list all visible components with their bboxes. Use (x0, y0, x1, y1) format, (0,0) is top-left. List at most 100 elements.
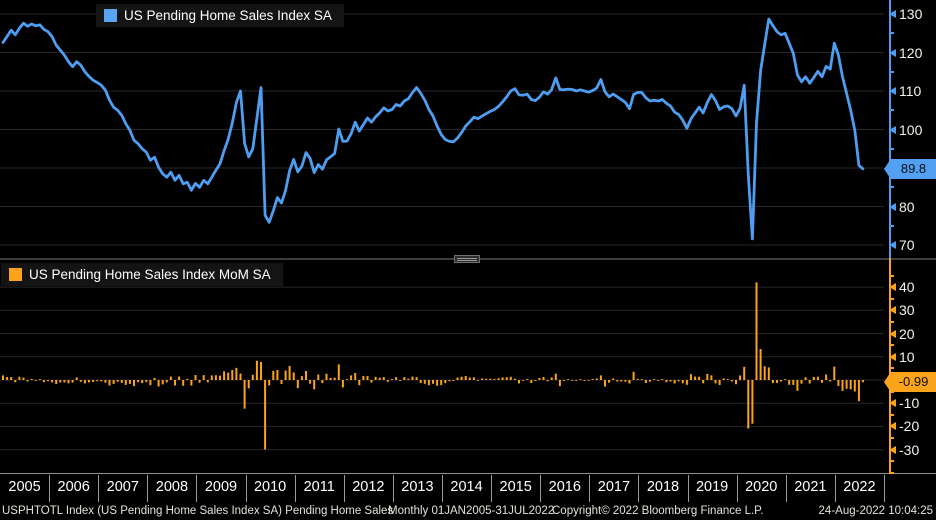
mom-bar (477, 380, 479, 381)
mom-bar (63, 380, 66, 383)
mom-bar (489, 378, 492, 380)
mom-bar (788, 380, 791, 385)
axis-tick-label: 80 (899, 198, 915, 215)
mom-bar (751, 380, 754, 424)
axis-tick-arrow-icon (889, 399, 896, 408)
index-y-axis: 130120110100908070 (884, 0, 936, 258)
mom-bar (825, 374, 828, 380)
mom-bar (153, 378, 156, 380)
mom-bar (829, 380, 832, 382)
mom-bar (10, 377, 13, 380)
mom-bar (112, 380, 115, 384)
x-axis-year-label: 2007 (106, 479, 139, 495)
mom-bar (702, 380, 705, 384)
mom-bar (739, 375, 742, 380)
mom-bar (427, 380, 430, 386)
x-axis-separator (98, 475, 100, 502)
mom-bar (145, 380, 148, 383)
mom-bar (468, 377, 471, 380)
mom-bar (722, 378, 725, 380)
axis-tick-label: -20 (899, 418, 920, 435)
x-axis-separator (294, 475, 296, 502)
mom-bar (501, 377, 504, 380)
mom-bar (186, 378, 189, 380)
axis-tick-arrow-icon (889, 306, 896, 315)
x-axis-year-label: 2009 (204, 479, 238, 495)
mom-bar (157, 380, 160, 387)
axis-tick-arrow-icon (889, 10, 896, 18)
axis-tick-label: 30 (899, 302, 915, 319)
mom-bar (169, 376, 172, 380)
mom-bar (399, 380, 402, 381)
mom-bar (730, 380, 733, 382)
mom-bar (18, 376, 21, 380)
mom-bar (853, 380, 856, 392)
x-axis-year-label: 2010 (253, 479, 287, 495)
axis-tick-arrow-icon (889, 352, 896, 361)
index-last-value-badge: 89.8 (884, 159, 936, 179)
mom-bar (546, 380, 549, 382)
axis-tick-arrow-icon (889, 48, 896, 57)
mom-bar (190, 380, 193, 386)
x-axis-year-label: 2008 (155, 479, 189, 495)
mom-bar (534, 380, 537, 381)
mom-bar (440, 380, 443, 386)
mom-bar (776, 380, 778, 383)
x-axis-separator (196, 475, 198, 502)
mom-bar (538, 378, 541, 380)
index-legend-label: US Pending Home Sales Index SA (124, 8, 332, 23)
mom-bar (567, 379, 570, 380)
mom-bar-chart[interactable] (0, 260, 884, 473)
x-axis-year-label: 2018 (646, 479, 680, 495)
mom-bar-series (2, 282, 864, 450)
mom-bar (784, 379, 787, 380)
mom-bar (272, 370, 275, 380)
mom-bar (673, 380, 676, 384)
mom-bar (636, 378, 639, 380)
mom-bar (792, 380, 795, 385)
mom-bar (247, 380, 250, 389)
mom-bar (571, 380, 574, 381)
axis-tick-arrow-icon (889, 87, 896, 95)
mom-bar (292, 372, 295, 380)
index-line-chart[interactable] (0, 0, 884, 258)
mom-bar (313, 380, 316, 390)
mom-bar (841, 380, 844, 391)
axis-tick-label: 100 (899, 121, 923, 138)
mom-bar (632, 371, 635, 380)
mom-bar (350, 375, 353, 380)
mom-bar (79, 380, 82, 382)
mom-bar (305, 371, 307, 380)
mom-bar (178, 376, 181, 380)
mom-bar (92, 380, 95, 382)
mom-bar (415, 377, 418, 380)
x-axis-separator (687, 475, 689, 502)
mom-bar (346, 379, 348, 380)
mom-bar (309, 380, 312, 384)
panel-resize-grip[interactable] (454, 255, 480, 263)
x-axis-year-label: 2020 (745, 479, 778, 495)
mom-bar (378, 377, 381, 380)
mom-bar (563, 380, 565, 381)
mom-bar (649, 380, 651, 382)
axis-tick-label: 10 (899, 348, 915, 365)
mom-bar (579, 379, 582, 380)
mom-legend[interactable]: US Pending Home Sales Index MoM SA (1, 263, 283, 286)
mom-bar (341, 380, 344, 388)
mom-bar (522, 380, 525, 381)
mom-bar (362, 376, 365, 380)
mom-bar (509, 376, 512, 380)
index-legend[interactable]: US Pending Home Sales Index SA (96, 4, 344, 27)
axis-tick-label: 40 (899, 279, 915, 296)
mom-bar (264, 380, 267, 450)
mom-bar (47, 380, 49, 382)
mom-bar (137, 380, 140, 383)
mom-bar (583, 380, 586, 381)
mom-bar (374, 376, 377, 380)
mom-bar (669, 380, 672, 382)
axis-tick-label: -30 (899, 441, 920, 458)
axis-minor-tick (889, 147, 894, 150)
mom-bar (243, 380, 246, 409)
mom-bar (59, 380, 62, 383)
mom-bar (194, 375, 197, 380)
